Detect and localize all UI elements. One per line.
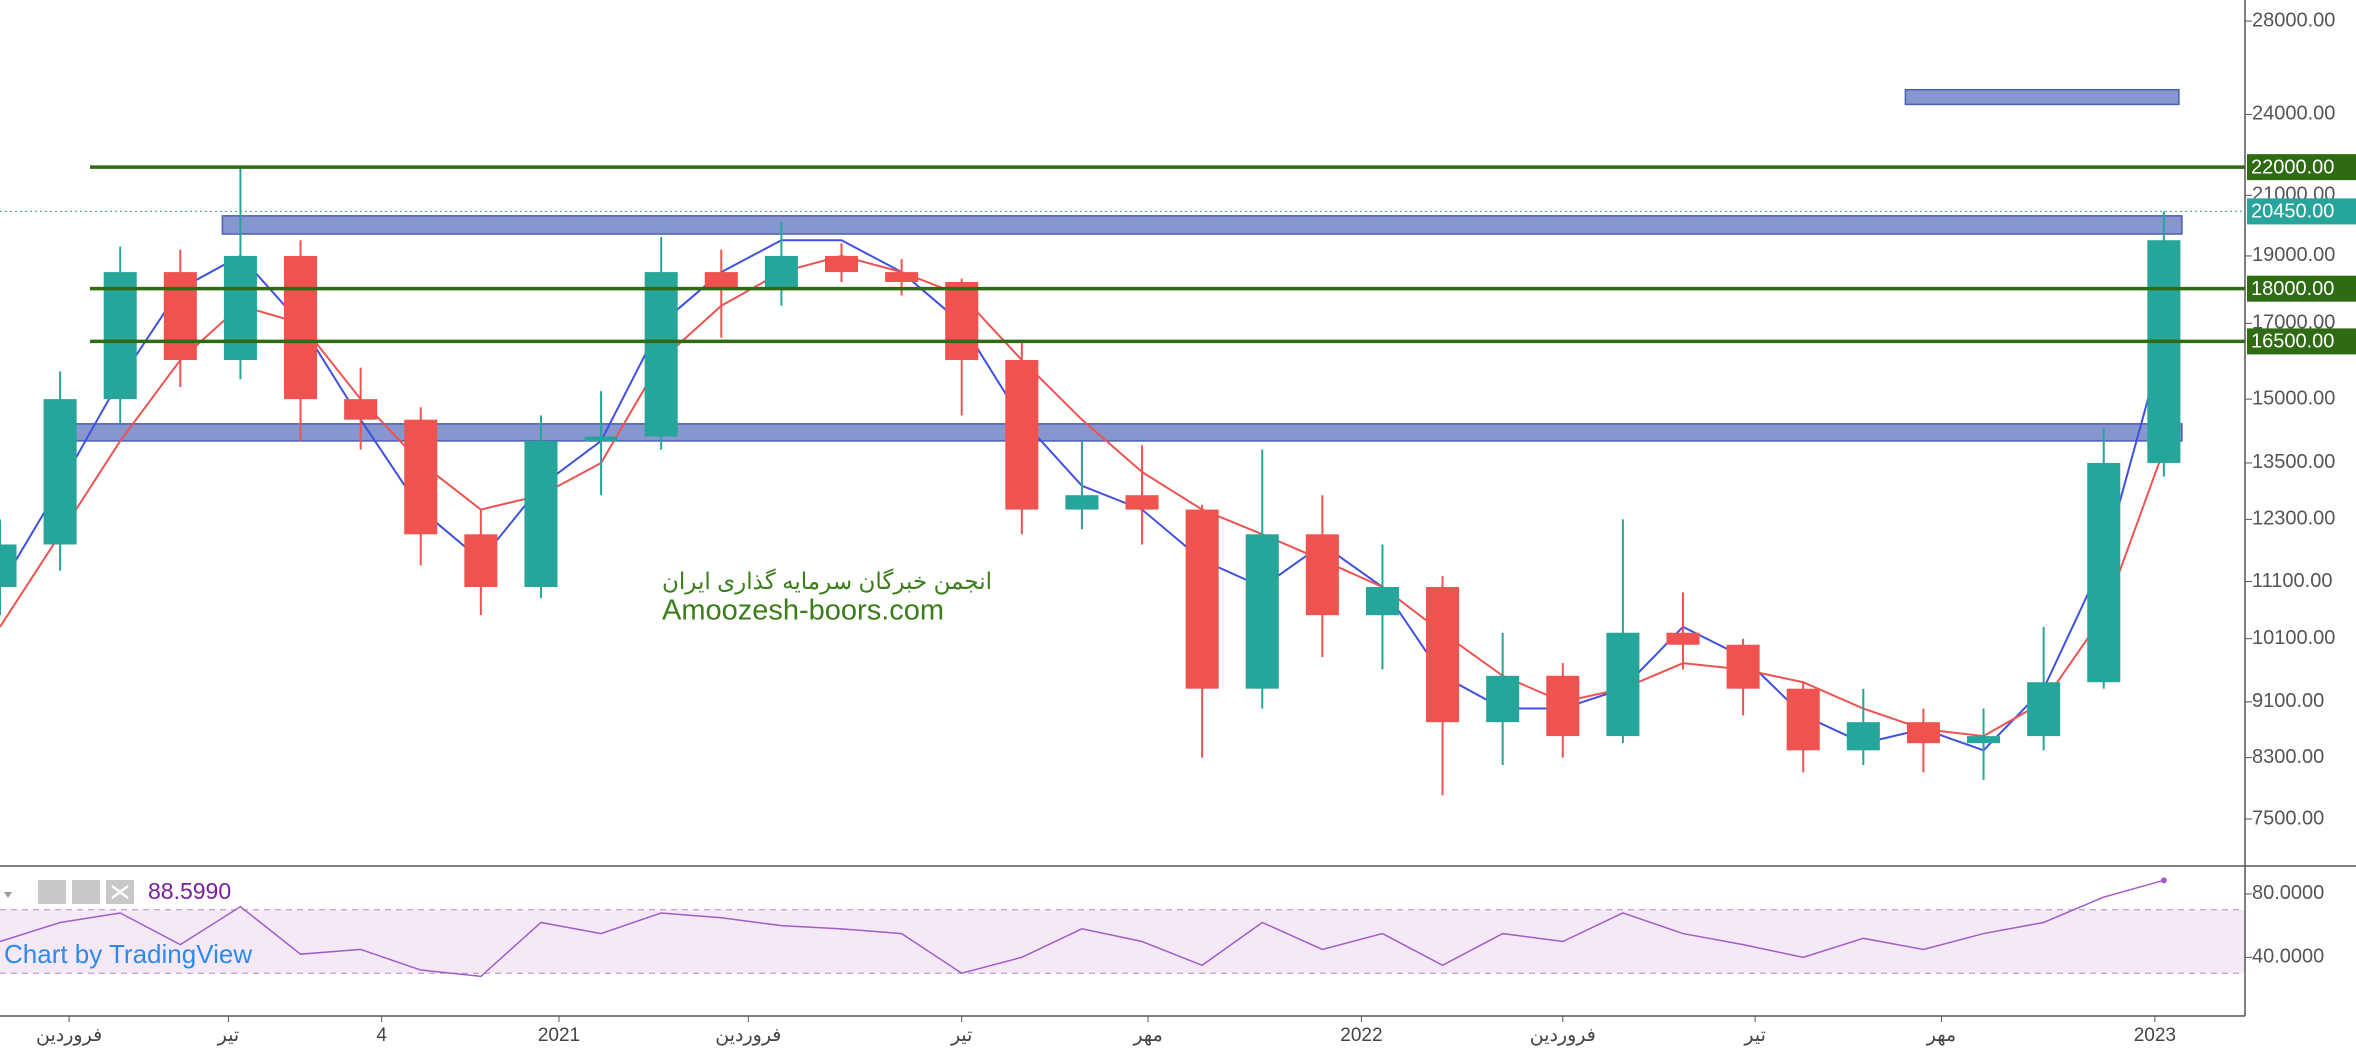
candle-body: [1967, 736, 2001, 744]
y-tick-label: 28000.00: [2252, 9, 2335, 31]
candle-body: [1426, 586, 1460, 723]
y-tick-label: 11100.00: [2252, 570, 2332, 592]
candle-body: [584, 436, 618, 441]
rsi-toolbar[interactable]: [4, 880, 134, 904]
candle-body: [1726, 644, 1760, 689]
candle-body: [1125, 495, 1159, 510]
level-label-box: [2247, 328, 2356, 355]
candle-body: [2147, 240, 2181, 463]
y-tick-label: 13500.00: [2252, 451, 2335, 473]
candle-body: [1666, 632, 1700, 645]
candle-body: [1065, 495, 1099, 510]
zone: [59, 423, 2183, 442]
candle-body: [945, 281, 979, 361]
x-tick-label: فروردین: [715, 1025, 781, 1046]
x-tick-label: تیر: [1743, 1025, 1766, 1046]
rsi-value: 88.5990: [148, 878, 231, 904]
candle-body: [284, 255, 318, 400]
remove-icon: [111, 885, 129, 899]
x-tick-label: تیر: [217, 1025, 240, 1046]
candle-body: [1245, 534, 1279, 689]
candle-body: [464, 534, 498, 587]
x-tick-label: 4: [376, 1025, 387, 1046]
x-tick-label: فروردین: [36, 1025, 102, 1046]
visibility-button[interactable]: [38, 880, 66, 904]
last-price-box: [2247, 198, 2356, 225]
candle-body: [2087, 462, 2121, 683]
candle-body: [824, 255, 859, 273]
y-tick-label: 10100.00: [2252, 627, 2335, 649]
candle-body: [0, 544, 17, 587]
y-tick-label: 19000.00: [2252, 244, 2335, 266]
candle-body: [404, 419, 438, 535]
zone: [1904, 88, 2180, 106]
level-label: 18000.00: [2251, 278, 2334, 300]
rsi-last: [2160, 877, 2167, 884]
zone: [221, 215, 2183, 235]
candle-body: [163, 272, 197, 361]
rsi-line: [0, 879, 2165, 978]
x-tick-label: فروردین: [1530, 1025, 1596, 1046]
rsi-band: [0, 909, 2245, 974]
candle-body: [524, 440, 558, 587]
x-tick-label: مهر: [1132, 1025, 1162, 1046]
y-tick-label: 15000.00: [2252, 387, 2335, 409]
candle-body: [1546, 675, 1580, 737]
candle-body: [1606, 632, 1640, 737]
collapse-icon[interactable]: [4, 892, 12, 898]
x-tick-label: 2021: [538, 1025, 580, 1046]
candle-body: [2027, 682, 2061, 737]
rsi-tick-label: 40.0000: [2252, 946, 2324, 968]
candle-body: [644, 272, 678, 437]
level-label-box: [2247, 154, 2356, 181]
y-tick-label: 17000.00: [2252, 312, 2335, 334]
y-tick-label: 7500.00: [2252, 807, 2324, 829]
level-label-box: [2247, 275, 2356, 302]
watermark-site: Amoozesh-boors.com: [662, 595, 944, 627]
y-tick-label: 8300.00: [2252, 746, 2324, 768]
candle-body: [1786, 688, 1820, 751]
candle-body: [344, 399, 378, 420]
candle-body: [1185, 509, 1219, 689]
last-price-label: 20450.00: [2251, 201, 2334, 223]
candle-body: [764, 255, 798, 289]
level-label: 16500.00: [2251, 331, 2334, 353]
candle-body: [1486, 675, 1520, 723]
candle-body: [1365, 586, 1399, 616]
candle-body: [1846, 722, 1880, 751]
y-tick-label: 24000.00: [2252, 103, 2335, 125]
y-tick-label: 9100.00: [2252, 690, 2324, 712]
x-tick-label: 2022: [1340, 1025, 1382, 1046]
candle-body: [704, 272, 738, 289]
candle-body: [223, 255, 257, 361]
rsi-tick-label: 80.0000: [2252, 882, 2324, 904]
candle-body: [1005, 360, 1039, 510]
attribution[interactable]: Chart by TradingView: [4, 939, 252, 969]
x-tick-label: مهر: [1926, 1025, 1956, 1046]
x-tick-label: 2023: [2134, 1025, 2176, 1046]
level-label: 22000.00: [2251, 156, 2334, 178]
candle-body: [103, 272, 137, 400]
candle-body: [1906, 722, 1940, 744]
candle-body: [43, 399, 77, 545]
settings-button[interactable]: [72, 880, 100, 904]
candle-body: [1305, 534, 1339, 616]
candle-body: [885, 272, 919, 282]
watermark-persian: انجمن خبرگان سرمایه گذاری ایران: [662, 568, 992, 595]
x-tick-label: تیر: [950, 1025, 973, 1046]
y-tick-label: 12300.00: [2252, 508, 2335, 530]
